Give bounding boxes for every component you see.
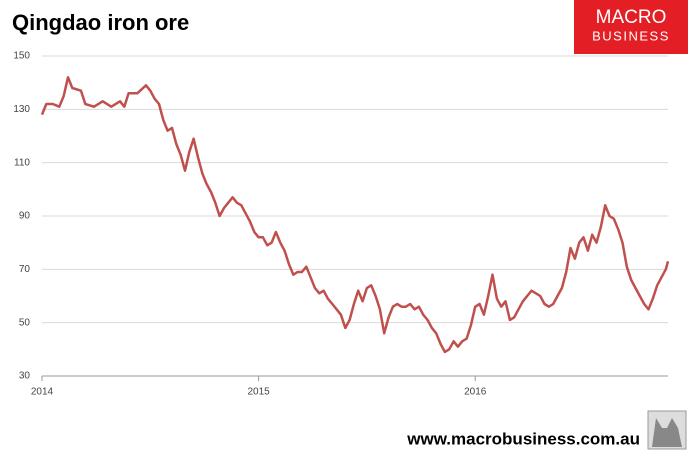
footer: www.macrobusiness.com.au — [406, 429, 640, 448]
y-tick-label: 130 — [13, 104, 30, 115]
y-tick-label: 150 — [13, 51, 30, 62]
x-tick-label: 2015 — [247, 387, 270, 398]
y-tick-label: 50 — [19, 317, 31, 328]
x-tick-label: 2014 — [31, 387, 54, 398]
y-tick-label: 30 — [19, 371, 31, 382]
brand-bottom: BUSINESS — [592, 28, 670, 43]
y-tick-label: 90 — [19, 211, 31, 222]
brand-top: MACRO — [596, 7, 667, 28]
x-tick-label: 2016 — [464, 387, 487, 398]
y-tick-label: 70 — [19, 264, 31, 275]
wolf-shape — [652, 418, 682, 447]
data-line — [40, 76, 670, 354]
chart-title: Qingdao iron ore — [12, 10, 189, 35]
y-tick-label: 110 — [14, 157, 30, 168]
brand-logo — [574, 0, 688, 54]
